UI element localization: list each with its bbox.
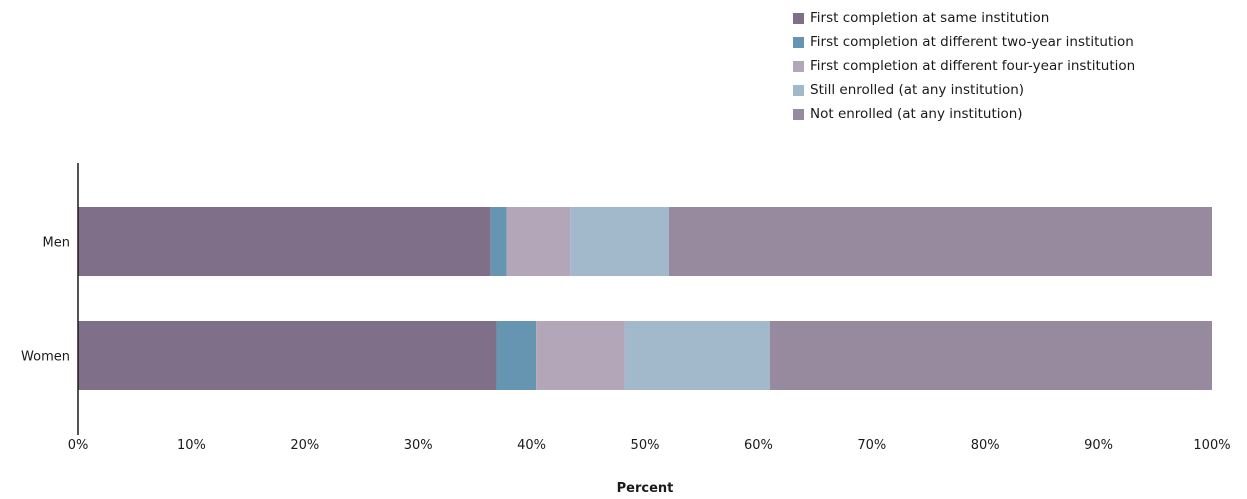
legend-label: First completion at same institution xyxy=(810,10,1050,26)
bar-segment-men-2 xyxy=(490,207,507,276)
category-label-men: Men xyxy=(43,236,70,251)
category-label-women: Women xyxy=(21,350,70,365)
x-tick-label: 30% xyxy=(404,438,433,453)
x-tick-label: 0% xyxy=(68,438,89,453)
x-tick-label: 60% xyxy=(744,438,773,453)
x-tick-label: 70% xyxy=(857,438,886,453)
x-tick-labels: 0% 10% 20% 30% 40% 50% 60% 70% 80% 90% 100% xyxy=(68,438,1231,453)
x-tick-label: 90% xyxy=(1084,438,1113,453)
category-labels: Men Women xyxy=(21,236,70,365)
x-tick-label: 20% xyxy=(290,438,319,453)
legend-label: First completion at different four-year … xyxy=(810,58,1136,74)
x-tick-label: 80% xyxy=(971,438,1000,453)
legend-label: First completion at different two-year i… xyxy=(810,34,1134,50)
legend-item: Not enrolled (at any institution) xyxy=(793,102,1135,126)
bar-segment-men-5 xyxy=(668,207,1212,276)
x-tick-label: 40% xyxy=(517,438,546,453)
legend-swatch xyxy=(793,60,804,72)
legend-item: First completion at same institution xyxy=(793,6,1135,30)
bars-group xyxy=(78,207,1212,390)
legend-label: Not enrolled (at any institution) xyxy=(810,106,1023,122)
legend-item: Still enrolled (at any institution) xyxy=(793,78,1135,102)
legend-item: First completion at different four-year … xyxy=(793,54,1135,78)
x-tick-label: 10% xyxy=(177,438,206,453)
legend-swatch xyxy=(793,108,804,120)
legend: First completion at same institution Firs… xyxy=(793,6,1135,126)
bar-segment-women-4 xyxy=(624,321,770,390)
legend-item: First completion at different two-year i… xyxy=(793,30,1135,54)
bar-segment-men-4 xyxy=(570,207,669,276)
bar-segment-women-5 xyxy=(769,321,1212,390)
legend-swatch xyxy=(793,84,804,96)
bar-segment-men-3 xyxy=(506,207,571,276)
legend-swatch xyxy=(793,12,804,24)
bar-segment-women-3 xyxy=(536,321,625,390)
legend-label: Still enrolled (at any institution) xyxy=(810,82,1025,98)
x-axis-title: Percent xyxy=(617,481,674,496)
x-tick-label: 100% xyxy=(1193,438,1230,453)
bar-segment-women-1 xyxy=(78,321,497,390)
bar-segment-men-1 xyxy=(78,207,491,276)
legend-swatch xyxy=(793,36,804,48)
bar-segment-women-2 xyxy=(496,321,537,390)
x-tick-label: 50% xyxy=(631,438,660,453)
